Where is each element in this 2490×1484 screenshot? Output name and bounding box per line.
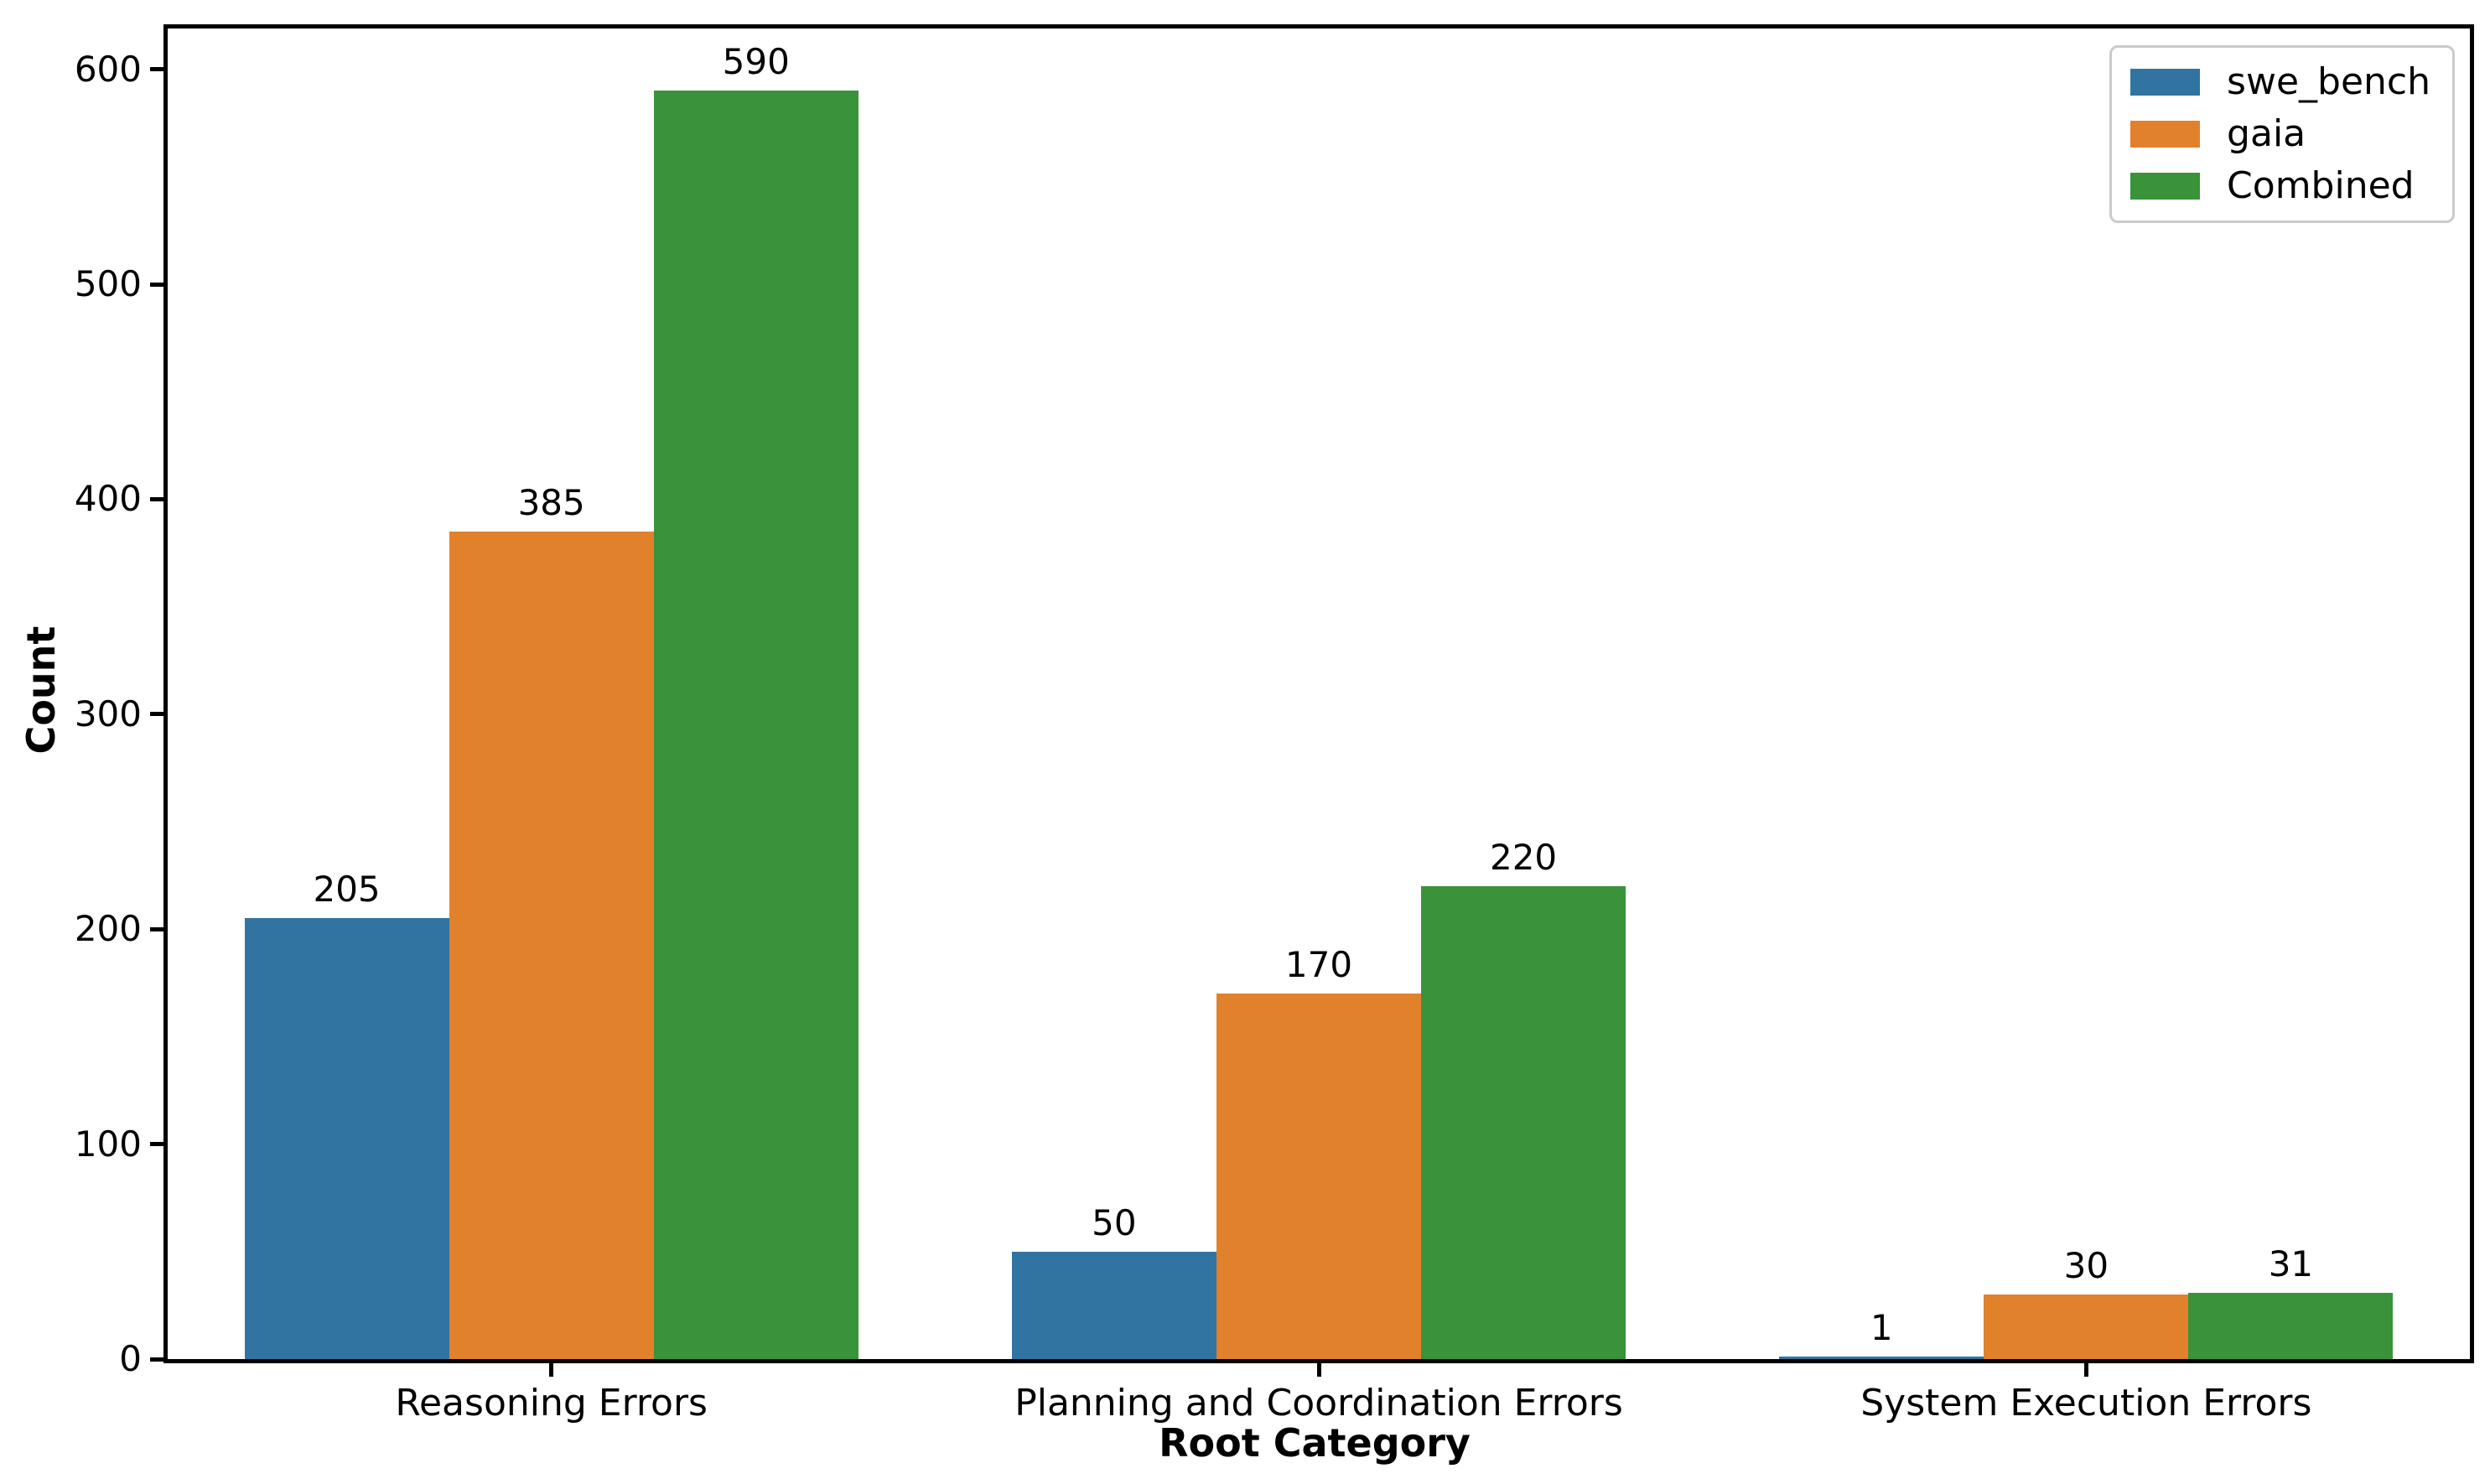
bar-Combined bbox=[653, 91, 859, 1359]
x-axis-label: Root Category bbox=[1159, 1420, 1471, 1466]
legend-label: gaia bbox=[2227, 112, 2306, 155]
bar-value-label: 1 bbox=[1870, 1307, 1893, 1349]
x-tick-label: Reasoning Errors bbox=[395, 1382, 708, 1424]
bar-value-label: 205 bbox=[313, 869, 381, 911]
x-tick-label: Planning and Coordination Errors bbox=[1014, 1382, 1623, 1424]
y-axis-label: Count bbox=[18, 625, 64, 755]
y-tick-mark bbox=[150, 926, 163, 931]
bar-Combined bbox=[2188, 1292, 2394, 1359]
legend-swatch-icon bbox=[2130, 121, 2201, 148]
bar-value-label: 31 bbox=[2268, 1243, 2314, 1284]
y-tick-label: 600 bbox=[74, 48, 142, 90]
y-tick-mark bbox=[150, 1142, 163, 1147]
plot-area: 0 100 200 300 400 500 600 Reasoning Errors Plan… bbox=[75, 24, 2474, 1424]
legend-item-Combined: Combined bbox=[2130, 165, 2430, 207]
y-tick-mark bbox=[150, 496, 163, 501]
y-tick-label: 500 bbox=[74, 263, 142, 305]
bar-value-label: 590 bbox=[722, 41, 790, 83]
y-tick-mark bbox=[150, 1357, 163, 1362]
bar-value-label: 385 bbox=[517, 481, 585, 523]
y-tick-mark bbox=[150, 67, 163, 72]
y-tick-label: 300 bbox=[74, 693, 142, 734]
legend-label: swe_bench bbox=[2227, 60, 2430, 103]
bar-gaia bbox=[449, 531, 654, 1359]
x-tick-mark bbox=[1316, 1363, 1321, 1377]
legend-swatch-icon bbox=[2130, 173, 2201, 200]
x-tick-label: System Execution Errors bbox=[1860, 1382, 2312, 1424]
bar-swe_bench bbox=[244, 918, 449, 1359]
y-tick-mark bbox=[150, 282, 163, 287]
bar-swe_bench bbox=[1779, 1357, 1984, 1359]
y-tick-label: 400 bbox=[74, 478, 142, 520]
y-tick-label: 200 bbox=[74, 908, 142, 950]
bar-gaia bbox=[1984, 1295, 2189, 1359]
legend-swatch-icon bbox=[2130, 69, 2201, 96]
bar-value-label: 50 bbox=[1092, 1201, 1137, 1243]
legend-label: Combined bbox=[2227, 164, 2415, 207]
y-tick-label: 100 bbox=[74, 1123, 142, 1165]
bar-Combined bbox=[1421, 885, 1626, 1359]
y-tick-mark bbox=[150, 712, 163, 717]
bar-swe_bench bbox=[1011, 1251, 1216, 1359]
legend-item-swe_bench: swe_bench bbox=[2130, 61, 2430, 103]
bar-value-label: 170 bbox=[1284, 944, 1353, 986]
y-tick-label: 0 bbox=[119, 1338, 142, 1379]
legend-item-gaia: gaia bbox=[2130, 113, 2430, 155]
bar-gaia bbox=[1216, 994, 1422, 1359]
x-tick-mark bbox=[549, 1363, 554, 1377]
x-tick-mark bbox=[2083, 1363, 2088, 1377]
bar-value-label: 220 bbox=[1489, 836, 1558, 878]
bar-value-label: 30 bbox=[2063, 1245, 2109, 1287]
